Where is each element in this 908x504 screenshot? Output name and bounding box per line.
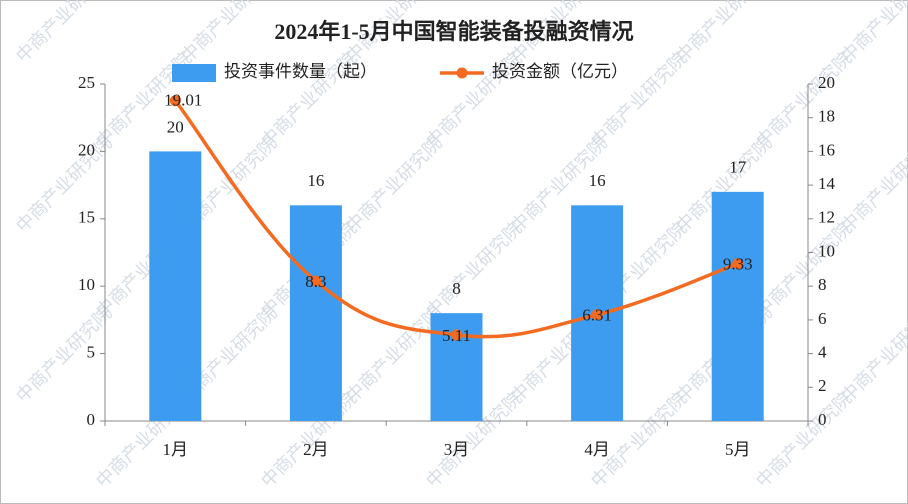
y2-tick-label: 14 <box>818 174 836 193</box>
legend-swatch <box>172 64 216 82</box>
y-tick-label: 0 <box>87 410 96 429</box>
bar <box>711 191 764 421</box>
y2-tick-label: 0 <box>818 410 827 429</box>
legend-swatch-dot <box>456 67 468 79</box>
line-value-label: 6.31 <box>582 306 612 325</box>
line-point <box>591 309 603 321</box>
line-point <box>310 275 322 287</box>
line <box>173 99 739 339</box>
y-tick-label: 25 <box>78 73 95 92</box>
x-tick-label: 4月 <box>584 440 610 459</box>
y-tick-label: 10 <box>78 275 95 294</box>
y2-tick-label: 2 <box>818 376 827 395</box>
y2-tick-label: 18 <box>818 107 835 126</box>
bar-value-label: 16 <box>307 171 324 190</box>
y2-tick-label: 8 <box>818 275 827 294</box>
x-tick-label: 5月 <box>725 440 751 459</box>
bar-value-label: 8 <box>452 279 461 298</box>
y2-tick-label: 10 <box>818 241 835 260</box>
bar <box>289 205 342 421</box>
y-tick-label: 20 <box>78 140 95 159</box>
x-tick-label: 3月 <box>444 440 470 459</box>
legend-label: 投资金额（亿元） <box>492 62 628 81</box>
line-point <box>169 95 181 107</box>
y2-tick-label: 12 <box>818 208 835 227</box>
bar-value-label: 16 <box>589 171 606 190</box>
x-tick-label: 1月 <box>163 440 189 459</box>
bar <box>149 151 202 421</box>
bar-value-label: 17 <box>729 158 747 177</box>
line-value-label: 5.11 <box>442 326 471 345</box>
line-point <box>451 329 462 341</box>
legend-label: 投资事件数量（起） <box>224 62 377 81</box>
line-value-label: 8.3 <box>305 272 326 291</box>
line-point <box>732 258 744 270</box>
chart-title: 2024年1-5月中国智能装备投融资情况 <box>274 19 633 44</box>
y-tick-label: 5 <box>87 343 96 362</box>
x-tick-label: 2月 <box>303 440 329 459</box>
line-value-label: 9.33 <box>723 255 753 274</box>
y-tick-label: 15 <box>78 208 95 227</box>
y2-tick-label: 16 <box>818 140 835 159</box>
y2-tick-label: 4 <box>818 343 827 362</box>
y2-tick-label: 6 <box>818 309 827 328</box>
line-value-label: 19.01 <box>164 91 202 110</box>
bar-value-label: 20 <box>167 117 184 136</box>
y2-tick-label: 20 <box>818 73 835 92</box>
